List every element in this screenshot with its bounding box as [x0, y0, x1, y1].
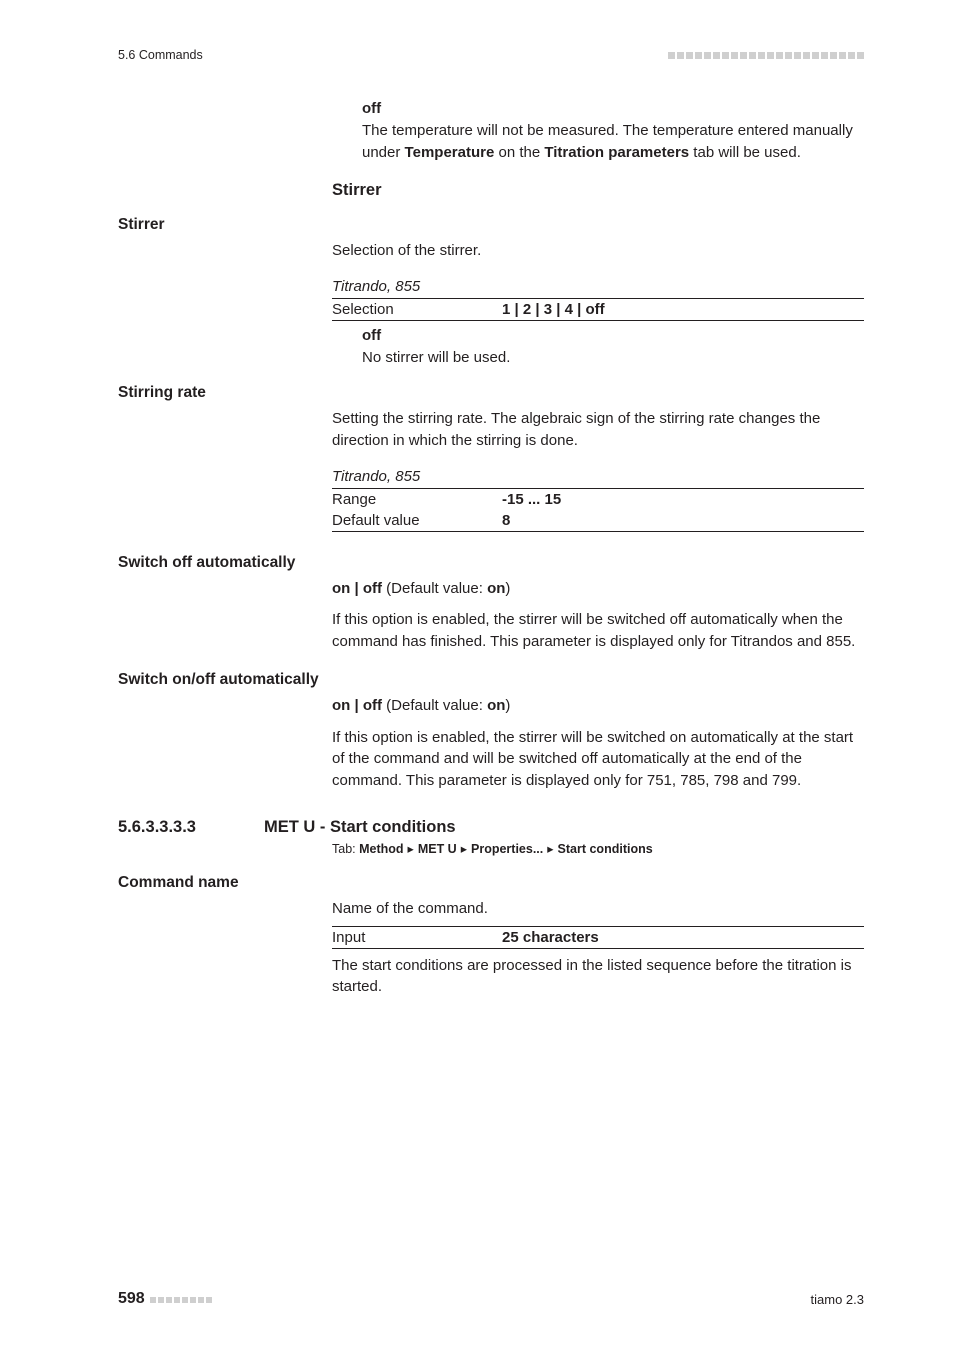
stirrer-opt-title: off — [362, 325, 864, 347]
stirrer-label: Stirrer — [118, 216, 864, 234]
switch-onoff-opts: on | off — [332, 697, 382, 714]
range-label: Range — [332, 491, 502, 508]
tab-crumb: Tab: Method▸MET U▸Properties...▸Start co… — [332, 841, 864, 856]
switch-onoff-default: on — [487, 697, 505, 714]
command-name-label: Command name — [118, 874, 864, 892]
footer-left: 598 — [118, 1290, 212, 1308]
command-name-desc: Name of the command. — [332, 898, 864, 920]
input-val: 25 characters — [502, 929, 864, 946]
default-label: Default value — [332, 512, 502, 529]
section-number: 5.6.3.3.3.3 — [118, 818, 264, 837]
switch-onoff-dp2: ) — [505, 697, 510, 714]
stirrer-context: Titrando, 855 — [332, 276, 864, 298]
default-val: 8 — [502, 512, 864, 529]
stirring-rate-desc: Setting the stirring rate. The algebraic… — [332, 408, 864, 452]
header-section-ref: 5.6 Commands — [118, 48, 203, 62]
input-label: Input — [332, 929, 502, 946]
footer-ornament — [148, 1291, 212, 1306]
stirrer-subhead: Stirrer — [332, 181, 864, 200]
off-title: off — [362, 98, 864, 120]
off-text: The temperature will not be measured. Th… — [362, 120, 864, 164]
range-val: -15 ... 15 — [502, 491, 864, 508]
switch-off-opts: on | off — [332, 580, 382, 597]
footer-product: tiamo 2.3 — [811, 1292, 864, 1307]
header-ornament — [666, 52, 864, 59]
switch-onoff-text: If this option is enabled, the stirrer w… — [332, 727, 864, 792]
switch-off-label: Switch off automatically — [118, 554, 864, 572]
switch-onoff-dp1: (Default value: — [382, 697, 487, 714]
switch-off-text: If this option is enabled, the stirrer w… — [332, 609, 864, 653]
stirrer-row-label: Selection — [332, 301, 502, 318]
switch-onoff-label: Switch on/off automatically — [118, 671, 864, 689]
stirring-rate-label: Stirring rate — [118, 384, 864, 402]
stirrer-row-value: 1 | 2 | 3 | 4 | off — [502, 301, 864, 318]
command-name-after: The start conditions are processed in th… — [332, 955, 864, 999]
stirrer-desc: Selection of the stirrer. — [332, 240, 864, 262]
switch-off-dp1: (Default value: — [382, 580, 487, 597]
switch-off-default: on — [487, 580, 505, 597]
section-title: MET U - Start conditions — [264, 818, 456, 837]
switch-off-dp2: ) — [505, 580, 510, 597]
stirring-rate-context: Titrando, 855 — [332, 466, 864, 488]
stirrer-opt-text: No stirrer will be used. — [362, 347, 864, 369]
